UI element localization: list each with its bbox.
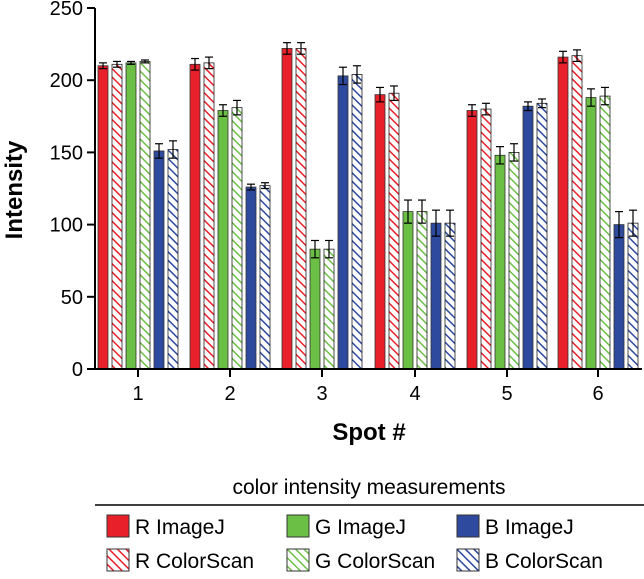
bar: [217, 110, 229, 370]
bar: [430, 222, 442, 370]
legend-swatch: [106, 514, 130, 538]
bars-layer: [97, 48, 639, 370]
bar: [402, 211, 414, 370]
y-tick-label: 150: [50, 142, 83, 164]
x-tick-label: 4: [409, 383, 420, 405]
bar: [466, 110, 478, 370]
bar: [536, 102, 548, 370]
legend-label: R ColorScan: [135, 550, 254, 573]
bar: [189, 63, 201, 370]
error-bars-layer: [99, 42, 637, 259]
bar: [585, 97, 597, 370]
x-tick-label: 5: [501, 383, 512, 405]
y-tick-label: 100: [50, 215, 83, 237]
legend-swatch: [106, 548, 130, 572]
bar: [309, 248, 321, 370]
y-tick-label: 200: [50, 70, 83, 92]
bar: [480, 108, 492, 370]
bar: [231, 107, 243, 370]
legend-label: G ColorScan: [315, 550, 435, 573]
bar: [351, 74, 363, 370]
bar: [245, 186, 257, 370]
legend-label: B ColorScan: [485, 550, 603, 573]
x-axis-title: Spot #: [332, 419, 405, 446]
bar: [153, 150, 165, 370]
bar: [281, 48, 293, 370]
bar: [323, 248, 335, 370]
legend: R ImageJ G ImageJ B ImageJ R ColorScan G Col…: [106, 514, 603, 573]
legend-swatch: [456, 548, 480, 572]
legend-label: G ImageJ: [315, 516, 406, 539]
y-axis-title: Intensity: [1, 140, 28, 239]
bar: [599, 95, 611, 370]
y-axis-ticks: 0 50 100 150 200 250: [50, 0, 95, 381]
bar: [494, 154, 506, 370]
bar: [337, 75, 349, 370]
bar: [139, 61, 151, 370]
bar: [613, 224, 625, 370]
bar: [508, 151, 520, 370]
bar: [571, 55, 583, 370]
bar: [627, 222, 639, 370]
bar: [97, 65, 109, 370]
bar: [388, 92, 400, 370]
legend-label: R ImageJ: [135, 516, 225, 539]
bar: [295, 48, 307, 370]
bar: [557, 56, 569, 370]
x-tick-label: 1: [132, 383, 143, 405]
y-tick-label: 0: [72, 359, 83, 381]
legend-swatch: [286, 548, 310, 572]
y-tick-label: 50: [61, 287, 83, 309]
x-tick-label: 3: [316, 383, 327, 405]
legend-swatch: [456, 514, 480, 538]
x-tick-label: 2: [224, 383, 235, 405]
legend-title: color intensity measurements: [232, 476, 505, 499]
y-tick-label: 250: [50, 0, 83, 20]
x-axis-ticks: 1 2 3 4 5 6: [132, 369, 604, 405]
bar: [374, 94, 386, 370]
bar: [522, 105, 534, 370]
bar: [203, 62, 215, 370]
legend-label: B ImageJ: [485, 516, 574, 539]
legend-swatch: [286, 514, 310, 538]
bar: [416, 211, 428, 370]
bar: [259, 185, 271, 370]
x-tick-label: 6: [592, 383, 603, 405]
bar: [111, 63, 123, 370]
bar: [125, 62, 137, 370]
bar: [167, 149, 179, 370]
bar: [444, 222, 456, 370]
